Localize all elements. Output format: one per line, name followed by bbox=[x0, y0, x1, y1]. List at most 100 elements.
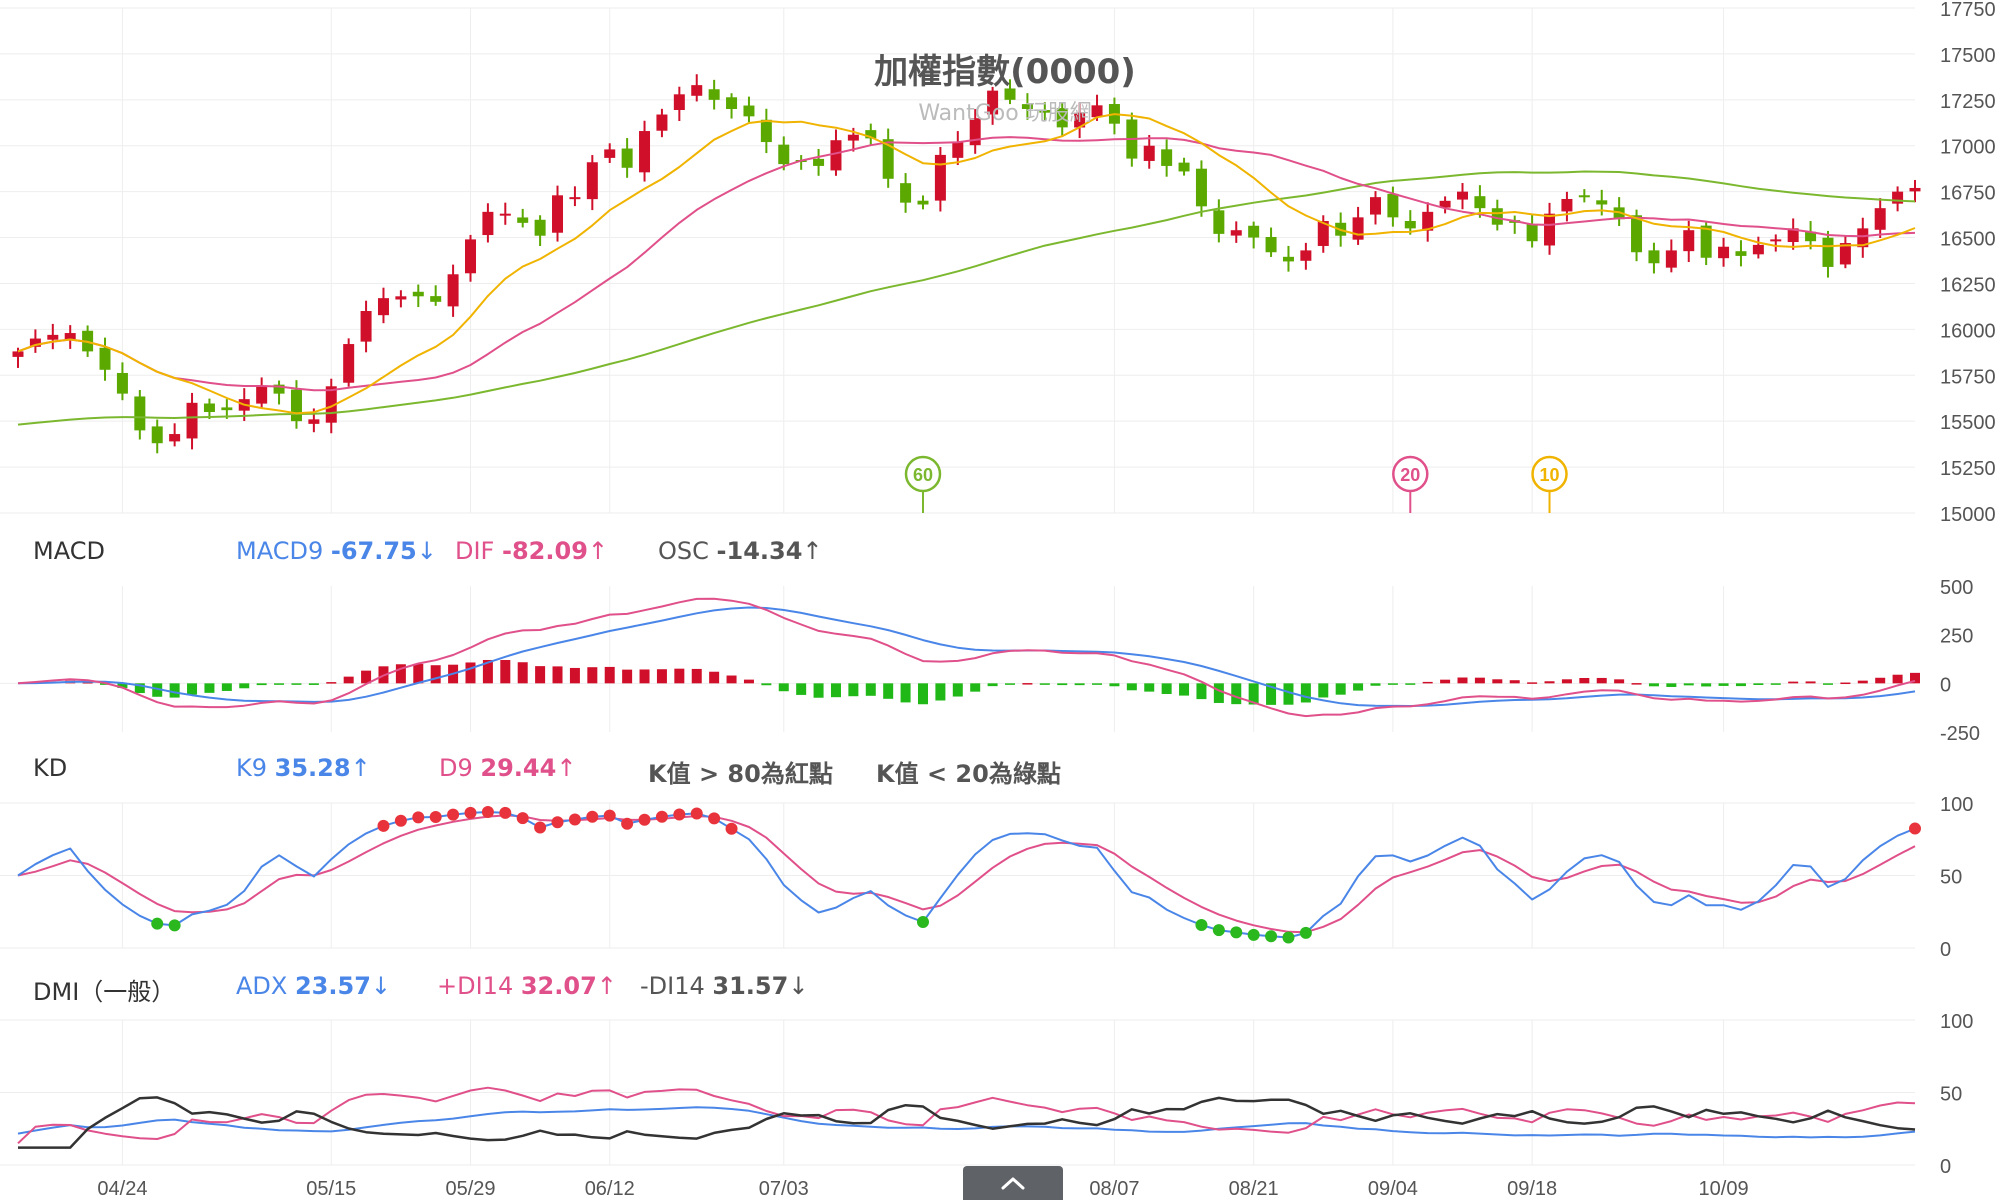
arrow-down-icon: ↓ bbox=[370, 972, 392, 1000]
osc-bar bbox=[1039, 683, 1050, 685]
candle-body bbox=[1422, 211, 1434, 231]
osc-bar bbox=[465, 662, 476, 684]
d9-name: D9 bbox=[439, 754, 473, 782]
candle-body bbox=[1665, 250, 1677, 268]
kd-green-dot bbox=[151, 917, 164, 930]
mdi-value: 31.57 bbox=[712, 972, 789, 1000]
macd9-name: MACD9 bbox=[236, 537, 324, 565]
candle-body bbox=[377, 298, 389, 316]
kd-green-dot bbox=[1230, 926, 1243, 939]
candle-body bbox=[830, 140, 842, 171]
kd-red-dot bbox=[377, 819, 390, 832]
kd-red-dot bbox=[603, 809, 616, 822]
adx-value: 23.57 bbox=[294, 972, 371, 1000]
osc-bar bbox=[413, 663, 424, 684]
osc-bar bbox=[1718, 683, 1729, 686]
x-tick-label: 07/03 bbox=[759, 1178, 809, 1200]
osc-bar bbox=[187, 683, 198, 695]
candle-body bbox=[343, 344, 355, 383]
candle-body bbox=[865, 130, 877, 139]
candle-body bbox=[1770, 239, 1782, 242]
candle-body bbox=[1056, 108, 1068, 128]
osc-bar bbox=[1387, 683, 1398, 685]
osc-bar bbox=[1161, 683, 1172, 694]
osc-bar bbox=[1300, 683, 1311, 703]
kd-red-dot bbox=[725, 822, 738, 835]
osc-bar bbox=[1770, 683, 1781, 685]
osc-bar bbox=[987, 683, 998, 687]
osc-bar bbox=[622, 669, 633, 684]
kd-red-dot bbox=[447, 808, 460, 821]
kd-red-dot bbox=[551, 816, 564, 829]
candle-body bbox=[1282, 256, 1294, 262]
y-tick-label: 15750 bbox=[1940, 366, 1996, 388]
candle-body bbox=[1178, 162, 1190, 172]
kd-red-dot bbox=[481, 806, 494, 819]
osc-bar bbox=[830, 683, 841, 698]
candle-body bbox=[1596, 200, 1608, 205]
osc-bar bbox=[639, 669, 650, 684]
collapse-button[interactable] bbox=[963, 1166, 1063, 1200]
candle-body bbox=[1300, 250, 1312, 261]
y-tick-label: 17500 bbox=[1940, 45, 1996, 67]
candle-body bbox=[569, 197, 581, 200]
candle-body bbox=[691, 85, 703, 96]
arrow-down-icon: ↓ bbox=[788, 972, 809, 1000]
kd-red-dot bbox=[673, 808, 686, 821]
osc-bar bbox=[326, 682, 337, 684]
y-tick-label: 17750 bbox=[1940, 0, 1996, 21]
candle-body bbox=[952, 142, 964, 158]
candle-body bbox=[1369, 197, 1381, 215]
osc-bar bbox=[1074, 683, 1085, 686]
osc-bar bbox=[813, 683, 824, 698]
osc-bar bbox=[1910, 672, 1920, 684]
candle-body bbox=[1578, 195, 1590, 198]
kd-green-dot bbox=[1282, 931, 1295, 944]
candle-body bbox=[221, 407, 233, 411]
osc-bar bbox=[1057, 683, 1068, 686]
k9-name: K9 bbox=[236, 754, 268, 782]
candle-body bbox=[1161, 149, 1173, 166]
osc-bar bbox=[1370, 683, 1381, 686]
candle-body bbox=[1074, 112, 1086, 128]
candle-body bbox=[1839, 243, 1851, 265]
x-tick-label: 08/21 bbox=[1229, 1178, 1279, 1200]
candle-body bbox=[708, 89, 720, 100]
y-tick-label: 15500 bbox=[1940, 412, 1996, 434]
adx-legend: ADX 23.57↓ bbox=[236, 972, 391, 1000]
candle-body bbox=[1039, 110, 1051, 113]
candle-body bbox=[47, 334, 59, 340]
osc-bar bbox=[1822, 683, 1833, 685]
candle-body bbox=[1265, 236, 1277, 253]
osc-bar bbox=[1109, 683, 1120, 687]
candle-body bbox=[482, 211, 494, 236]
osc-bar bbox=[1022, 683, 1033, 685]
osc-bar bbox=[1805, 681, 1816, 684]
adx-name: ADX bbox=[236, 972, 288, 1000]
osc-bar bbox=[848, 683, 859, 697]
kd-red-dot bbox=[429, 811, 442, 824]
mdi-name: -DI14 bbox=[640, 972, 705, 1000]
candle-body bbox=[1787, 228, 1799, 243]
osc-bar bbox=[743, 679, 754, 684]
kd-green-dot bbox=[1195, 918, 1208, 931]
y-tick-label: 17000 bbox=[1940, 137, 1996, 159]
osc-bar bbox=[1648, 683, 1659, 687]
osc-bar bbox=[865, 683, 876, 696]
candle-body bbox=[882, 139, 894, 179]
osc-bar bbox=[883, 683, 894, 699]
chart-title: 加權指數(0000) bbox=[874, 52, 1136, 92]
candle-body bbox=[1404, 220, 1416, 229]
pdi-value: 32.07 bbox=[520, 972, 597, 1000]
x-tick-label: 09/18 bbox=[1507, 1178, 1557, 1200]
x-tick-label: 08/07 bbox=[1089, 1178, 1139, 1200]
osc-bar bbox=[1509, 680, 1520, 684]
arrow-up-icon: ↑ bbox=[587, 537, 608, 565]
osc-bar bbox=[1892, 674, 1903, 684]
osc-bar bbox=[82, 681, 93, 684]
candle-body bbox=[1892, 191, 1904, 204]
osc-name: OSC bbox=[658, 537, 709, 565]
x-tick-label: 05/29 bbox=[445, 1178, 495, 1200]
osc-bar bbox=[1753, 683, 1764, 685]
